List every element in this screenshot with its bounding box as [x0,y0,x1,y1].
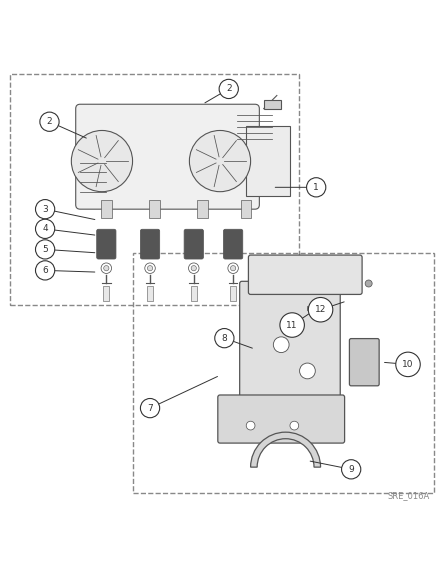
Wedge shape [251,432,321,467]
Text: 2: 2 [47,117,52,126]
Text: 7: 7 [147,404,153,413]
Circle shape [308,298,333,322]
Text: 5: 5 [42,245,48,254]
Circle shape [191,265,196,271]
Circle shape [219,79,238,99]
FancyBboxPatch shape [349,338,379,386]
Bar [147,286,153,301]
Circle shape [246,421,255,430]
Circle shape [228,263,238,273]
Circle shape [280,313,304,337]
Bar [241,200,252,218]
Circle shape [147,265,153,271]
Circle shape [188,263,199,273]
Bar [246,126,290,196]
Bar [101,200,112,218]
Bar [149,200,160,218]
Bar [230,286,236,301]
Circle shape [365,280,372,287]
Circle shape [36,240,55,259]
FancyBboxPatch shape [76,104,259,209]
Text: 12: 12 [315,305,326,314]
FancyBboxPatch shape [240,281,340,408]
Circle shape [40,112,59,132]
Circle shape [300,363,315,379]
Text: 6: 6 [42,266,48,275]
FancyBboxPatch shape [218,395,345,443]
FancyBboxPatch shape [224,229,243,259]
FancyBboxPatch shape [97,229,116,259]
FancyBboxPatch shape [184,229,203,259]
Circle shape [101,263,112,273]
Circle shape [273,337,289,353]
Text: 10: 10 [402,360,414,369]
Circle shape [307,177,326,197]
Circle shape [36,261,55,280]
Circle shape [396,352,420,376]
Text: 3: 3 [42,205,48,214]
Bar [191,286,197,301]
Text: 2: 2 [226,84,231,94]
Circle shape [189,130,251,192]
Circle shape [290,421,299,430]
Text: 1: 1 [313,183,319,192]
Circle shape [71,130,132,192]
Text: 4: 4 [42,225,48,234]
Circle shape [215,328,234,348]
Bar [308,306,315,310]
Bar [197,200,208,218]
FancyBboxPatch shape [140,229,160,259]
Bar [264,100,281,109]
Circle shape [145,263,155,273]
Text: SRE_016A: SRE_016A [388,491,430,500]
Circle shape [36,200,55,219]
Circle shape [341,460,361,479]
Text: 11: 11 [286,320,298,329]
Circle shape [231,265,236,271]
Circle shape [36,219,55,239]
Circle shape [104,265,109,271]
Text: 9: 9 [348,465,354,474]
Bar [103,286,110,301]
Text: 8: 8 [221,333,227,342]
FancyBboxPatch shape [249,255,362,294]
Circle shape [140,399,160,418]
